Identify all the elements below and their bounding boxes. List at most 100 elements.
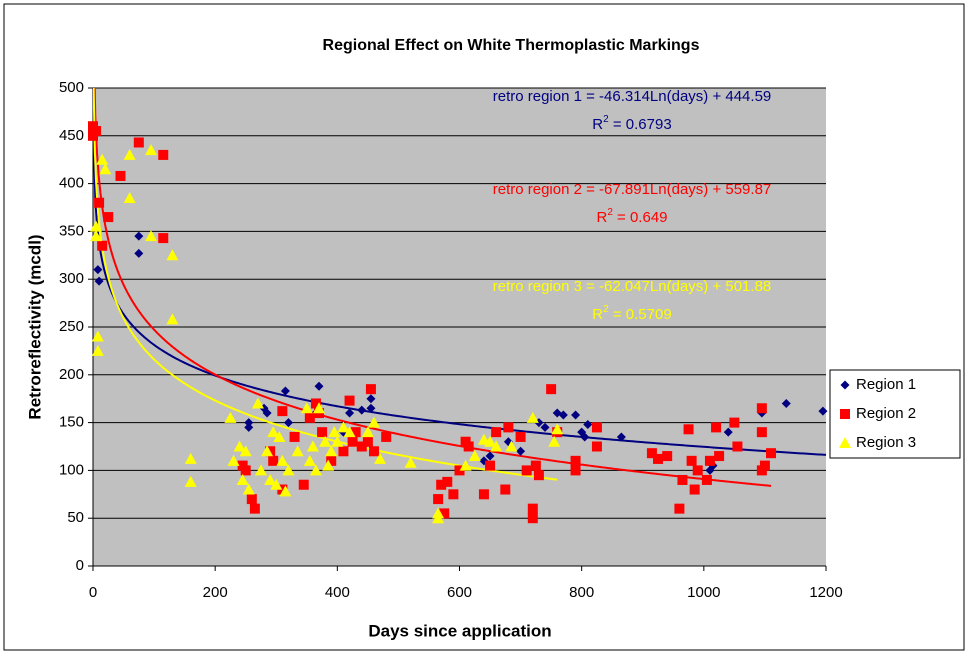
y-tick-label: 400 bbox=[59, 175, 84, 192]
point bbox=[551, 423, 564, 435]
point bbox=[686, 455, 697, 466]
point bbox=[367, 416, 380, 428]
x-tick-label: 400 bbox=[325, 584, 350, 601]
y-tick-label: 200 bbox=[59, 366, 84, 383]
point bbox=[134, 231, 144, 241]
r2-part: = 0.5709 bbox=[609, 306, 672, 323]
r2-part: 2 bbox=[607, 207, 613, 218]
point bbox=[313, 402, 326, 414]
x-tick-label: 800 bbox=[569, 584, 594, 601]
y-tick-label: 300 bbox=[59, 270, 84, 287]
point bbox=[357, 405, 367, 415]
point bbox=[362, 436, 373, 447]
y-tick-label: 0 bbox=[76, 557, 84, 574]
point bbox=[674, 503, 685, 514]
point bbox=[145, 144, 158, 156]
point bbox=[500, 484, 511, 495]
point bbox=[439, 508, 450, 519]
point bbox=[433, 494, 444, 505]
point bbox=[711, 422, 722, 433]
point bbox=[521, 465, 532, 476]
legend-marker bbox=[839, 437, 851, 448]
point bbox=[368, 446, 379, 457]
point bbox=[91, 330, 104, 342]
point bbox=[291, 445, 304, 457]
point bbox=[729, 417, 740, 428]
point bbox=[158, 233, 169, 244]
point bbox=[583, 420, 593, 430]
point bbox=[268, 455, 279, 466]
point bbox=[261, 445, 274, 457]
point bbox=[326, 455, 337, 466]
point bbox=[99, 163, 112, 175]
point bbox=[347, 436, 358, 447]
point bbox=[184, 475, 197, 487]
point bbox=[591, 422, 602, 433]
point bbox=[527, 513, 538, 524]
point bbox=[781, 398, 791, 408]
r2-part: R bbox=[592, 116, 603, 133]
point bbox=[526, 411, 539, 423]
point bbox=[704, 455, 715, 466]
point bbox=[580, 432, 590, 442]
point bbox=[591, 441, 602, 452]
point bbox=[280, 386, 290, 396]
point bbox=[244, 422, 254, 432]
point bbox=[365, 384, 376, 395]
point bbox=[701, 474, 712, 485]
point bbox=[97, 240, 108, 251]
legend-label: Region 2 bbox=[856, 405, 916, 422]
point bbox=[242, 483, 255, 495]
point bbox=[485, 451, 495, 461]
point bbox=[436, 479, 447, 490]
point bbox=[540, 422, 550, 432]
point bbox=[558, 410, 568, 420]
point bbox=[282, 464, 295, 476]
point bbox=[484, 435, 497, 447]
r2-part: = 0.6793 bbox=[609, 116, 672, 133]
point bbox=[184, 452, 197, 464]
point bbox=[224, 411, 237, 423]
point bbox=[166, 313, 179, 325]
point bbox=[756, 403, 767, 414]
point bbox=[91, 126, 102, 137]
trend-r2: R2 = 0.6793 bbox=[592, 114, 671, 133]
point bbox=[677, 474, 688, 485]
point bbox=[304, 412, 315, 423]
x-tick-label: 1200 bbox=[809, 584, 842, 601]
point bbox=[570, 465, 581, 476]
point bbox=[337, 421, 350, 433]
point bbox=[91, 344, 104, 356]
point bbox=[343, 426, 356, 438]
point bbox=[254, 464, 267, 476]
point bbox=[246, 494, 257, 505]
legend bbox=[829, 369, 961, 459]
point bbox=[96, 153, 109, 165]
point bbox=[319, 435, 332, 447]
point bbox=[123, 148, 136, 160]
point bbox=[463, 441, 474, 452]
trendline bbox=[93, 88, 772, 487]
y-tick-label: 150 bbox=[59, 414, 84, 431]
point bbox=[273, 430, 286, 442]
y-axis-label: Retroreflectivity (mcdl) bbox=[25, 234, 44, 419]
point bbox=[244, 418, 254, 428]
point bbox=[262, 408, 272, 418]
point bbox=[571, 410, 581, 420]
x-tick-label: 600 bbox=[447, 584, 472, 601]
r2-part: 2 bbox=[603, 114, 609, 125]
r2-part: 2 bbox=[603, 304, 609, 315]
y-tick-label: 50 bbox=[67, 509, 84, 526]
point bbox=[454, 465, 465, 476]
point bbox=[306, 440, 319, 452]
point bbox=[322, 459, 335, 471]
point bbox=[317, 427, 328, 438]
point bbox=[714, 451, 725, 462]
trend-equation: retro region 1 = -46.314Ln(days) + 444.5… bbox=[493, 88, 772, 105]
point bbox=[133, 137, 144, 148]
point bbox=[689, 484, 700, 495]
point bbox=[442, 476, 453, 487]
point bbox=[236, 473, 249, 485]
point bbox=[646, 448, 657, 459]
